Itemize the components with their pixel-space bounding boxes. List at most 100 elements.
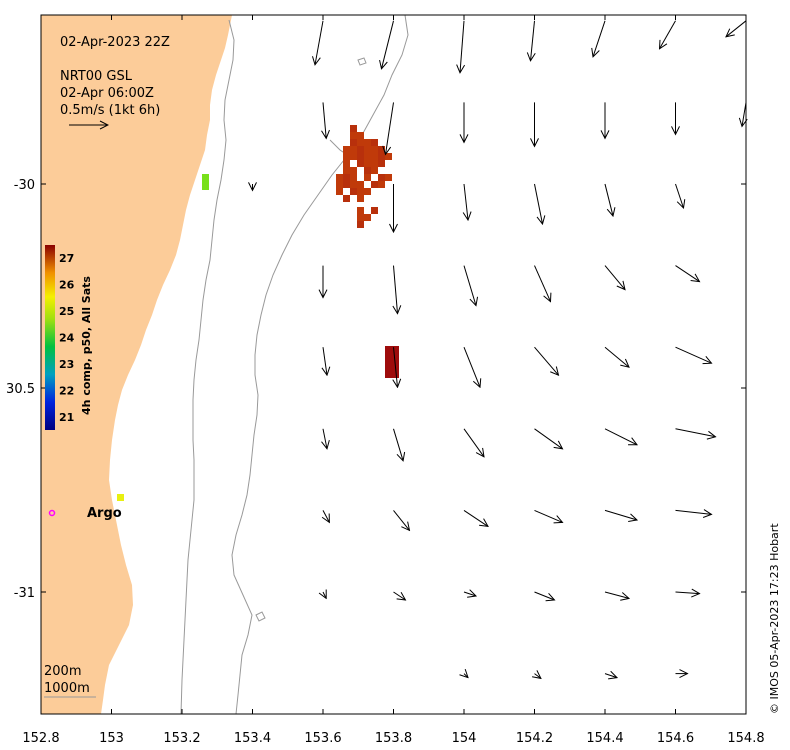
sst-pixel bbox=[343, 195, 350, 202]
current-arrow bbox=[726, 20, 747, 37]
sst-pixel bbox=[350, 167, 357, 174]
colorbar-tick-label: 27 bbox=[59, 252, 74, 265]
current-arrow bbox=[394, 347, 398, 387]
legend-1000m: 1000m bbox=[44, 681, 90, 696]
current-arrow bbox=[464, 674, 468, 678]
sst-pixel bbox=[350, 125, 357, 132]
land-mass bbox=[41, 15, 232, 714]
current-arrow bbox=[604, 509, 637, 520]
sst-pixel bbox=[371, 167, 378, 174]
sst-pixel bbox=[364, 153, 371, 160]
sst-pixel bbox=[357, 160, 364, 167]
current-arrow bbox=[393, 591, 406, 600]
sst-pixel bbox=[357, 132, 364, 139]
sst-pixel bbox=[378, 153, 385, 160]
current-arrow bbox=[464, 183, 468, 220]
sst-pixel bbox=[343, 153, 350, 160]
sst-pixel bbox=[364, 214, 371, 221]
current-arrow bbox=[463, 428, 484, 457]
x-tick-label: 153.4 bbox=[234, 731, 271, 746]
current-arrow bbox=[534, 346, 559, 375]
current-arrow bbox=[531, 20, 535, 61]
argo-marker bbox=[48, 509, 56, 517]
sst-pixel bbox=[357, 221, 364, 228]
sst-pixel bbox=[336, 174, 343, 181]
sst-pixel bbox=[364, 146, 371, 153]
current-arrow bbox=[604, 346, 629, 367]
current-arrow bbox=[463, 592, 476, 596]
sst-pixel bbox=[371, 146, 378, 153]
current-arrow bbox=[675, 346, 712, 363]
current-arrow bbox=[323, 347, 327, 375]
current-arrow bbox=[315, 20, 324, 65]
current-arrow bbox=[323, 102, 326, 138]
current-arrow bbox=[534, 265, 551, 302]
current-arrow bbox=[323, 428, 327, 449]
argo-label: Argo bbox=[87, 506, 122, 521]
sst-pixel bbox=[202, 174, 209, 190]
colorbar-tick-label: 26 bbox=[59, 279, 75, 292]
current-arrow bbox=[604, 183, 613, 216]
x-tick-label: 154 bbox=[452, 731, 477, 746]
sst-pixel bbox=[364, 188, 371, 195]
sst-pixel bbox=[343, 167, 350, 174]
current-arrow bbox=[463, 265, 476, 306]
sst-pixel bbox=[371, 139, 378, 146]
x-tick-label: 154.6 bbox=[657, 731, 694, 746]
current-arrow bbox=[393, 510, 410, 530]
sst-pixel bbox=[378, 181, 385, 188]
credit-label: © IMOS 05-Apr-2023 17:23 Hobart bbox=[768, 523, 781, 714]
current-arrow bbox=[604, 591, 629, 598]
sst-pixel bbox=[350, 188, 357, 195]
sst-pixel bbox=[350, 146, 357, 153]
current-arrow bbox=[675, 265, 700, 282]
current-arrow bbox=[460, 20, 464, 73]
current-arrow bbox=[534, 509, 563, 522]
product-label: NRT00 GSL bbox=[60, 69, 133, 84]
sst-pixel bbox=[357, 195, 364, 202]
colorbar-title: 4h comp, p50, All Sats bbox=[80, 276, 93, 415]
sst-pixel bbox=[350, 139, 357, 146]
current-arrow bbox=[394, 265, 398, 314]
sst-pixel bbox=[357, 207, 364, 214]
sst-pixel bbox=[378, 174, 385, 181]
x-tick-label: 152.8 bbox=[22, 731, 59, 746]
sst-pixel bbox=[364, 167, 371, 174]
current-arrow bbox=[463, 347, 480, 387]
sst-pixel bbox=[385, 346, 399, 378]
sst-pixel bbox=[357, 214, 364, 221]
sst-pixel bbox=[364, 139, 371, 146]
contour-1000m-islet bbox=[357, 57, 367, 66]
sst-pixel bbox=[336, 188, 343, 195]
sst-pixel bbox=[378, 146, 385, 153]
current-arrow bbox=[675, 592, 700, 594]
current-arrow bbox=[675, 183, 684, 208]
current-arrow bbox=[393, 428, 404, 461]
sst-pixel bbox=[357, 153, 364, 160]
current-arrow bbox=[323, 510, 329, 522]
x-tick-label: 153.2 bbox=[163, 731, 200, 746]
current-arrow bbox=[604, 674, 617, 678]
current-arrow bbox=[660, 20, 676, 49]
x-tick-label: 153 bbox=[99, 731, 124, 746]
sst-pixel bbox=[350, 181, 357, 188]
product-time-label: 02-Apr 06:00Z bbox=[60, 86, 154, 101]
current-arrow bbox=[604, 428, 637, 445]
current-arrow bbox=[534, 591, 555, 600]
sst-pixel bbox=[371, 181, 378, 188]
current-arrow bbox=[323, 592, 326, 598]
x-tick-label: 154.8 bbox=[727, 731, 764, 746]
sst-pixel bbox=[343, 146, 350, 153]
sst-pixel bbox=[371, 160, 378, 167]
x-tick-label: 153.6 bbox=[304, 731, 341, 746]
current-arrow bbox=[534, 183, 543, 224]
colorbar-tick-label: 21 bbox=[59, 411, 74, 424]
sst-pixel bbox=[385, 153, 392, 160]
sst-pixel bbox=[343, 160, 350, 167]
colorbar-ticks: 21 22 23 24 25 26 27 bbox=[59, 252, 75, 424]
colorbar-tick-label: 25 bbox=[59, 305, 74, 318]
sst-pixel bbox=[336, 181, 343, 188]
x-tick-label: 154.2 bbox=[516, 731, 553, 746]
y-tick-label: 30.5 bbox=[6, 382, 35, 397]
sst-pixel bbox=[350, 174, 357, 181]
